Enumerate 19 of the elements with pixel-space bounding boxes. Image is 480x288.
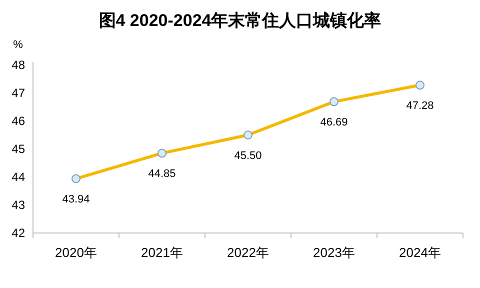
y-tick-label: 42: [12, 226, 26, 240]
chart-title: 图4 2020-2024年末常住人口城镇化率: [98, 11, 382, 30]
x-tick-label: 2024年: [399, 245, 441, 260]
data-label: 47.28: [406, 100, 434, 112]
x-tick-label: 2021年: [141, 245, 183, 260]
data-label: 43.94: [62, 194, 90, 206]
y-tick-label: 43: [12, 198, 26, 212]
y-axis-title: %: [13, 39, 24, 51]
y-tick-label: 44: [12, 170, 26, 184]
y-tick-label: 47: [12, 86, 26, 100]
y-tick-label: 46: [12, 114, 26, 128]
x-tick-label: 2022年: [227, 245, 269, 260]
data-label: 45.50: [234, 150, 262, 162]
data-label: 46.69: [320, 116, 348, 129]
x-tick-label: 2023年: [313, 245, 355, 260]
y-tick-label: 45: [12, 142, 26, 156]
data-label: 44.85: [148, 168, 176, 180]
x-tick-label: 2020年: [55, 245, 97, 260]
y-tick-label: 48: [12, 58, 26, 72]
